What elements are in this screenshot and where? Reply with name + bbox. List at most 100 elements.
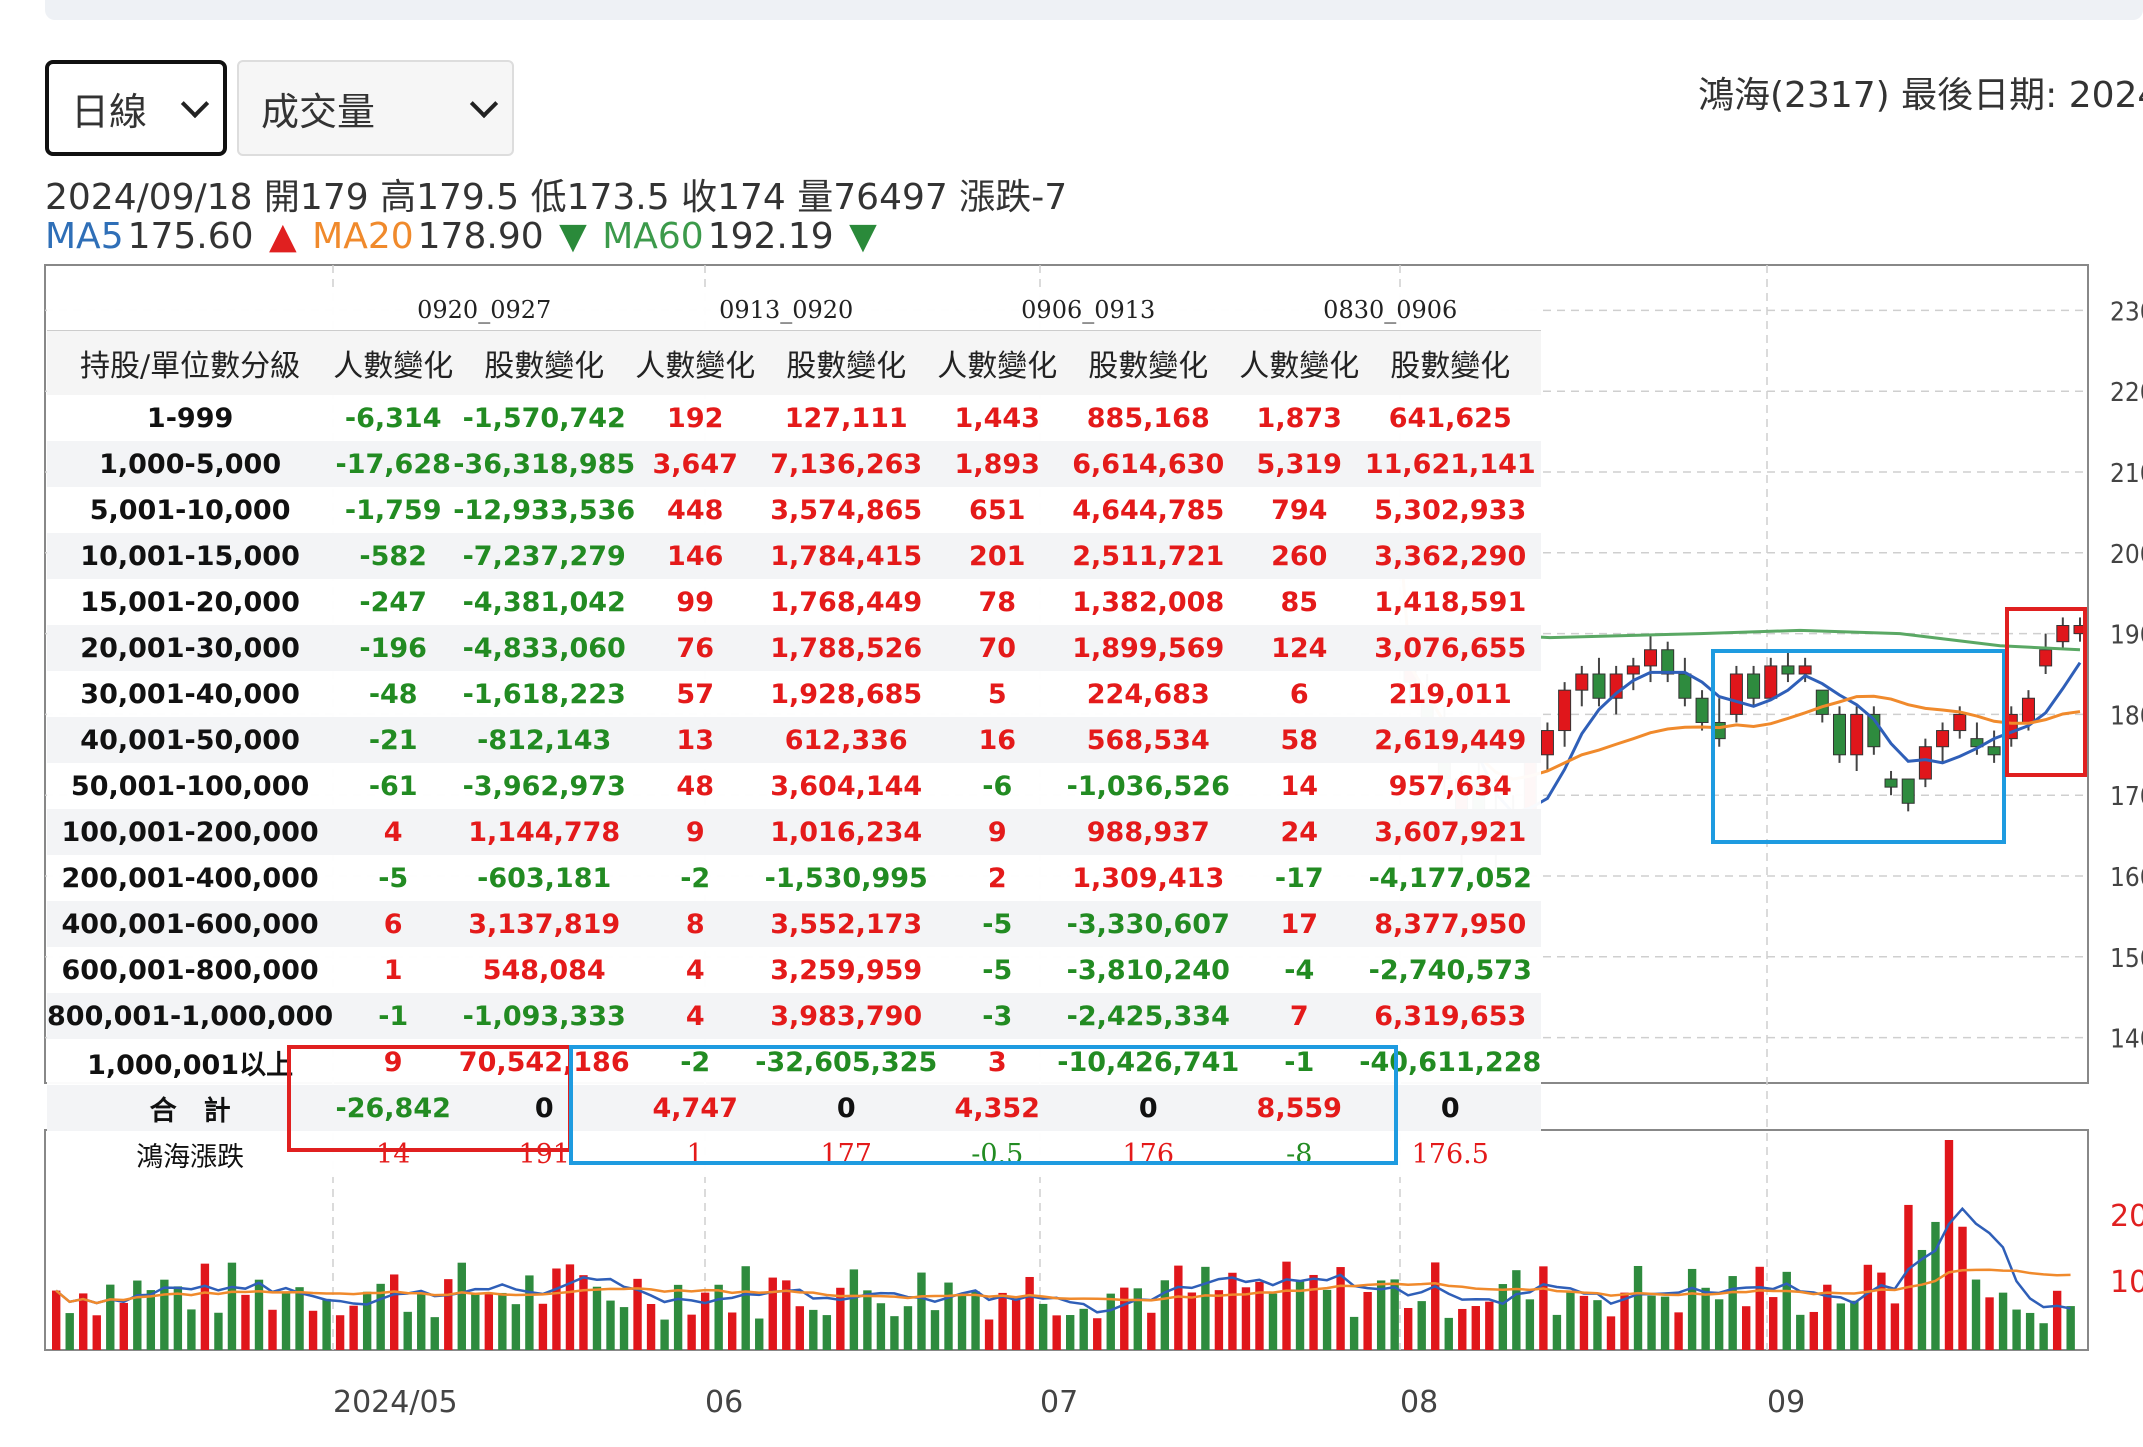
people-change-cell: 48 [676,770,714,802]
volume-bar [552,1268,561,1350]
people-change-cell: -6 [982,770,1013,802]
people-change-cell: 1 [686,1138,704,1170]
shares-change-cell: 6,614,630 [1057,441,1240,487]
volume-bar [2066,1306,2075,1350]
volume-bar [1742,1306,1751,1350]
volume-bar [1444,1317,1453,1350]
week-header: 0906_0913 [937,290,1240,331]
shares-change-cell: 0 [453,1085,636,1131]
volume-bar [1863,1264,1873,1350]
shares-change-cell: -12,933,536 [453,494,636,526]
volume-bar [1985,1297,1994,1350]
people-change-cell: -1 [1284,1046,1315,1078]
shares-change-cell: 3,076,655 [1359,625,1542,671]
shares-change-cell: -4,381,042 [462,586,626,618]
volume-bar [1850,1300,1859,1350]
shares-change-cell: 3,259,959 [770,954,923,986]
volume-bar [1458,1308,1467,1350]
y-tick-label: 210 [2110,459,2143,489]
level-cell: 50,001-100,000 [70,770,310,802]
candle-body [1850,713,1864,756]
people-change-cell: 124 [1239,625,1360,671]
y-tick-label: 200 [2110,540,2143,570]
level-cell: 1-999 [146,402,234,434]
candle-body [1558,689,1572,732]
volume-tick-label: 100 [2110,1265,2143,1300]
volume-bar [187,1309,196,1350]
volume-bar [160,1279,169,1350]
shares-change-cell: -10,426,741 [1057,1046,1240,1078]
volume-bar [1309,1274,1318,1350]
volume-bar [1201,1266,1210,1350]
volume-bar [646,1303,656,1350]
volume-bar [1552,1314,1562,1350]
shares-change-cell: -3,330,607 [1057,901,1240,947]
people-change-cell: 192 [667,402,724,434]
table-row: 合 計 -26,842 0 4,747 0 4,352 0 8,559 0 [47,1085,1542,1131]
volume-bar [1728,1276,1737,1350]
volume-bar [1931,1221,1940,1350]
table-row: 1,000-5,000 -17,628 -36,318,985 3,647 7,136,… [47,441,1542,487]
people-change-cell: 24 [1239,809,1360,855]
volume-bar [119,1302,128,1350]
volume-bar [944,1282,953,1350]
volume-bar [1606,1316,1616,1350]
shares-header: 股數變化 [453,330,636,395]
people-change-cell: 794 [1271,494,1328,526]
shares-change-cell: -1,036,526 [1066,770,1230,802]
shares-change-cell: 1,144,778 [453,809,636,855]
table-row: 600,001-800,000 1 548,084 4 3,259,959 -5 -3,81… [47,947,1541,993]
people-change-cell: 5,319 [1239,441,1360,487]
volume-bar [376,1283,385,1350]
level-cell: 10,001-15,000 [47,533,334,579]
people-change-cell: 6 [333,901,454,947]
people-change-cell: 57 [676,678,714,710]
level-cell: 40,001-50,000 [47,717,334,763]
volume-bar [782,1280,791,1350]
shares-change-cell: 1,928,685 [770,678,923,710]
shares-change-cell: 176.5 [1411,1138,1489,1170]
shares-change-cell: -1,530,995 [764,862,928,894]
volume-bar [268,1309,277,1350]
volume-bar [741,1266,750,1350]
shares-change-cell: 1,418,591 [1374,586,1527,618]
volume-bar [714,1284,723,1350]
volume-bar [836,1287,845,1350]
indicator-select[interactable]: 成交量 [237,60,514,156]
shares-change-cell: 3,362,290 [1359,533,1542,579]
volume-bar [890,1316,899,1350]
shares-change-cell: 7,136,263 [755,441,938,487]
period-select[interactable]: 日線 [45,60,227,156]
people-change-cell: -2 [680,1046,711,1078]
volume-bar [592,1286,602,1350]
shares-change-cell: 0 [755,1085,938,1131]
level-cell: 600,001-800,000 [61,954,319,986]
shares-change-cell: 957,634 [1388,770,1512,802]
volume-bar [1471,1306,1480,1350]
shares-change-cell: 224,683 [1086,678,1210,710]
shares-change-cell: 3,574,865 [770,494,923,526]
ma5-arrow: ▲ [269,216,297,257]
top-bar [45,0,2143,20]
people-change-cell: 146 [635,533,756,579]
volume-bar [2025,1312,2035,1350]
highlight-box-blue-chart [1711,649,2006,844]
table-row: 10,001-15,000 -582 -7,237,279 146 1,784,415 2… [47,533,1542,579]
volume-bar [1633,1265,1643,1350]
shares-change-cell: -4,177,052 [1368,862,1532,894]
candle-body [1815,689,1829,715]
candle-body [1644,649,1658,667]
volume-bar [52,1290,61,1350]
table-row: 1-999 -6,314 -1,570,742 192 127,111 1,443 885,… [47,395,1541,441]
people-change-cell: 99 [676,586,714,618]
shares-header: 股數變化 [1359,330,1542,395]
volume-bar [1674,1312,1683,1350]
people-change-cell: -247 [359,586,427,618]
shares-change-cell: 176 [1122,1138,1175,1170]
x-tick-label: 06 [705,1385,743,1420]
volume-bar [1147,1312,1156,1350]
people-header: 人數變化 [333,330,454,395]
x-tick-label: 09 [1767,1385,1805,1420]
volume-bar [1877,1272,1886,1350]
volume-bar [1687,1268,1697,1350]
